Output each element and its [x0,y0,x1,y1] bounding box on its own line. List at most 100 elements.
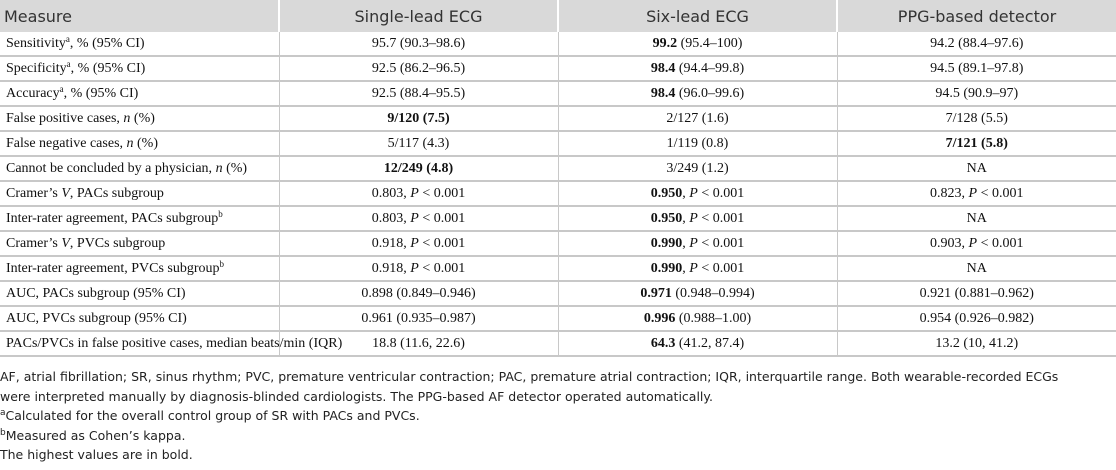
footnote: AF, atrial fibrillation; SR, sinus rhyth… [0,369,1059,404]
table-row: Sensitivitya, % (95% CI) 95.7 (90.3–98.6)… [0,32,1116,57]
styled-run: 0.971 [640,285,672,301]
table-cell: AUC, PACs subgroup (95% CI) [0,281,280,307]
styled-run: n [123,110,131,126]
table-row: Accuracya, % (95% CI) 92.5 (88.4–95.5) 98.… [0,81,1116,107]
text-run: < 0.001 [418,235,466,251]
text-run: , PACs subgroup [69,185,164,201]
table-cell: PACs/PVCs in false positive cases, media… [0,331,342,357]
styled-run: P [689,185,698,201]
styled-run: 12/249 (4.8) [383,160,454,176]
footnote: The highest values are in bold. [0,447,193,462]
table-row: Cramer’s V, PVCs subgroup 0.918, P < 0.00… [0,231,1116,257]
table-cell: 1/119 (0.8) [558,131,838,157]
table-cell: 0.903, P < 0.001 [837,231,1116,257]
text-run: (95.4–100) [677,35,743,51]
table-cell: 0.898 (0.849–0.946) [279,281,559,307]
table-cell: 92.5 (88.4–95.5) [279,81,559,107]
table-cell: False negative cases, n (%) [0,131,280,157]
table-row: Inter-rater agreement, PVCs subgroupb 0.9… [0,256,1116,282]
table-cell: 0.996 (0.988–1.00) [558,306,838,332]
table-cell: 0.961 (0.935–0.987) [279,306,559,332]
text-run: (%) [130,110,155,126]
styled-run: V [61,185,70,201]
styled-run: P [968,185,978,201]
text-run: Specificity [6,60,67,76]
text-run: Cannot be concluded by a physician, [6,160,216,176]
table-cell: 9/120 (7.5) [279,106,559,132]
column-header: Measure [0,0,280,32]
table-cell: 0.954 (0.926–0.982) [837,306,1116,332]
styled-run: a [65,33,70,44]
text-run: 0.918, [371,260,411,276]
text-run: , % (95% CI) [70,60,146,76]
table-cell: 94.5 (90.9–97) [837,81,1116,107]
table-cell: 3/249 (1.2) [558,156,838,182]
table-row: AUC, PVCs subgroup (95% CI) 0.961 (0.935–… [0,306,1116,332]
styled-run: 9/120 (7.5) [387,110,450,126]
table-body: Sensitivitya, % (95% CI) 95.7 (90.3–98.6)… [0,32,1116,357]
table-cell: 98.4 (96.0–99.6) [558,81,838,107]
table-cell: 0.971 (0.948–0.994) [558,281,838,307]
table-cell: 99.2 (95.4–100) [558,32,838,57]
table-cell: 2/127 (1.6) [558,106,838,132]
table-cell: 0.918, P < 0.001 [279,231,559,257]
styled-run: P [689,260,698,276]
text-run: < 0.001 [697,260,745,276]
text-run: , [682,185,690,201]
table-cell: Cramer’s V, PVCs subgroup [0,231,280,257]
styled-run: n [126,135,134,151]
styled-run: P [689,235,698,251]
styled-run: P [410,185,419,201]
table-cell: False positive cases, n (%) [0,106,280,132]
table-cell: 0.803, P < 0.001 [279,206,559,232]
table-cell: 18.8 (11.6, 22.6) [279,331,559,357]
table-cell: 0.990, P < 0.001 [558,231,838,257]
table-cell: 0.921 (0.881–0.962) [837,281,1116,307]
table-cell: 0.950, P < 0.001 [558,206,838,232]
styled-run: P [410,235,419,251]
table-row: Specificitya, % (95% CI) 92.5 (86.2–96.5)… [0,56,1116,82]
table-cell: Inter-rater agreement, PACs subgroupb [0,206,280,232]
text-run: 0.918, [371,235,411,251]
text-run: 0.903, [930,235,969,251]
text-run: Measured as Cohen’s kappa. [5,427,186,443]
styled-run: V [61,235,70,251]
text-run: , % (95% CI) [63,85,139,101]
table-cell: 0.950, P < 0.001 [558,181,838,207]
footnotes: AF, atrial fibrillation; SR, sinus rhyth… [0,367,1090,465]
table-cell: Cannot be concluded by a physician, n (%… [0,156,280,182]
text-run: < 0.001 [977,235,1024,251]
styled-run: 64.3 [650,335,676,351]
text-run: , PVCs subgroup [69,235,166,251]
column-header: PPG-based detector [837,0,1116,32]
table-row: AUC, PACs subgroup (95% CI) 0.898 (0.849–… [0,281,1116,307]
text-run: , [682,210,690,226]
table-cell: Accuracya, % (95% CI) [0,81,280,107]
text-run: < 0.001 [418,260,466,276]
text-run: < 0.001 [697,185,745,201]
table-cell: 95.7 (90.3–98.6) [279,32,559,57]
styled-run: b [218,208,223,219]
footnote: bMeasured as Cohen’s kappa. [0,426,1090,446]
text-run: (94.4–99.8) [675,60,745,76]
styled-run: 0.950 [650,185,683,201]
text-run: Cramer’s [6,185,62,201]
table-cell: NA [837,206,1116,232]
text-run: (0.948–0.994) [671,285,755,301]
styled-run: a [66,58,71,69]
styled-run: 98.4 [650,85,676,101]
styled-run: b [0,427,6,438]
text-run: Inter-rater agreement, PACs subgroup [6,210,219,226]
styled-run: 0.990 [650,260,683,276]
table-cell: 92.5 (86.2–96.5) [279,56,559,82]
column-header: Single-lead ECG [279,0,559,32]
table-cell: 12/249 (4.8) [279,156,559,182]
text-run: False negative cases, [6,135,127,151]
text-run: (41.2, 87.4) [675,335,745,351]
styled-run: a [0,408,6,418]
text-run: (0.988–1.00) [675,310,752,326]
header-row: Measure Single-lead ECG Six-lead ECG PPG-ba… [0,0,1116,32]
text-run: 0.823, [930,185,969,201]
styled-run: 0.996 [643,310,676,326]
